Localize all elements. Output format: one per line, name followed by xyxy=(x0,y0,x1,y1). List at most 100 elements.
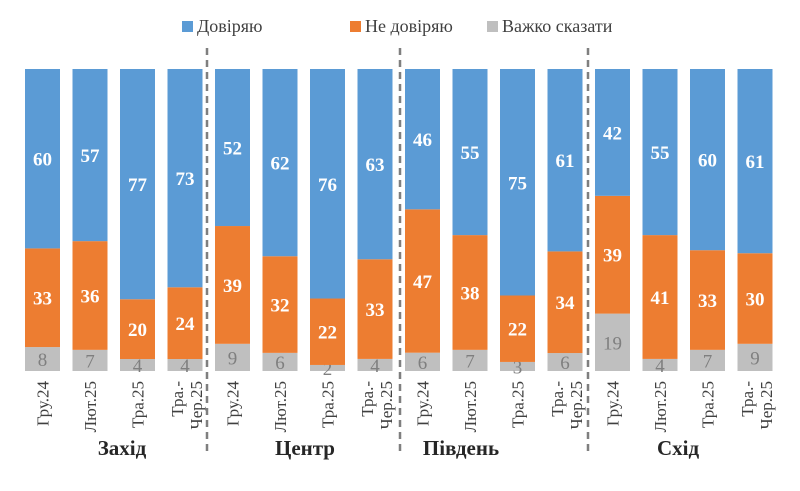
bar-segment xyxy=(72,349,108,371)
data-label: 60 xyxy=(33,150,52,171)
bar-segment xyxy=(452,69,488,236)
data-label: 2 xyxy=(323,359,333,380)
data-label: 77 xyxy=(128,175,148,196)
bar-segment xyxy=(642,69,678,236)
legend-label: Довіряю xyxy=(197,16,263,36)
category-label: Гру.24 xyxy=(224,381,243,427)
bar-segment xyxy=(357,358,393,371)
bar-segment xyxy=(595,313,630,371)
data-label: 3 xyxy=(513,357,523,378)
bar-segment xyxy=(737,343,773,371)
bar-segment xyxy=(357,259,393,359)
bar-segment xyxy=(262,352,298,371)
data-label: 33 xyxy=(366,300,385,321)
bar-segment xyxy=(690,69,725,251)
data-label: 57 xyxy=(81,146,101,167)
category-label: Лют.25 xyxy=(81,381,100,432)
legend-label: Не довіряю xyxy=(365,16,453,36)
data-label: 38 xyxy=(461,283,480,304)
group-label: Південь xyxy=(423,436,499,460)
category-label: Тра.25 xyxy=(699,381,718,428)
bar-segment xyxy=(452,349,488,371)
data-label: 47 xyxy=(413,272,433,293)
category-label: Гру.24 xyxy=(604,381,623,427)
data-label: 19 xyxy=(603,333,622,354)
bar-segment xyxy=(547,353,583,371)
data-label: 7 xyxy=(85,351,95,372)
bar-segment xyxy=(690,349,725,371)
bar-segment xyxy=(547,69,583,252)
data-label: 41 xyxy=(651,288,670,309)
data-label: 8 xyxy=(38,350,48,371)
data-label: 32 xyxy=(271,296,290,317)
category-label: Гру.24 xyxy=(414,381,433,427)
data-label: 46 xyxy=(413,130,432,151)
legend-swatch xyxy=(350,21,361,32)
group-label: Центр xyxy=(275,436,335,460)
category-label: Тра.-Чер.25 xyxy=(738,381,776,430)
group-label: Захід xyxy=(98,436,147,460)
bar-segment xyxy=(25,248,60,348)
bar-segment xyxy=(595,69,630,196)
bar-segment xyxy=(642,235,678,359)
data-label: 22 xyxy=(318,323,337,344)
data-label: 4 xyxy=(133,356,143,377)
data-label: 9 xyxy=(750,348,760,369)
bar-segment xyxy=(120,69,155,300)
data-label: 55 xyxy=(461,143,480,164)
bar-segment xyxy=(405,352,440,371)
data-label: 6 xyxy=(275,353,285,374)
data-label: 4 xyxy=(180,356,190,377)
category-label: Тра.-Чер.25 xyxy=(168,381,206,430)
bar-segment xyxy=(310,298,345,365)
data-label: 42 xyxy=(603,123,622,144)
data-label: 61 xyxy=(746,152,765,173)
category-label: Лют.25 xyxy=(461,381,480,432)
bar-segment xyxy=(72,69,108,242)
data-label: 39 xyxy=(603,246,622,267)
bar-segment xyxy=(167,287,203,360)
bar-segment xyxy=(500,69,535,296)
data-label: 7 xyxy=(703,351,713,372)
data-label: 52 xyxy=(223,139,242,160)
bar-segment xyxy=(215,226,250,344)
data-label: 73 xyxy=(176,169,195,190)
bar-segment xyxy=(25,69,60,249)
data-label: 9 xyxy=(228,348,238,369)
bar-segment xyxy=(500,361,535,371)
bar-segment xyxy=(500,295,535,362)
data-label: 7 xyxy=(465,351,475,372)
bar-segment xyxy=(310,69,345,299)
data-label: 62 xyxy=(271,154,290,175)
data-label: 55 xyxy=(651,143,670,164)
data-label: 34 xyxy=(556,293,576,314)
data-label: 75 xyxy=(508,173,527,194)
category-label: Тра.25 xyxy=(129,381,148,428)
data-label: 36 xyxy=(81,287,100,308)
legend-swatch xyxy=(487,21,498,32)
bar-segment xyxy=(405,209,440,353)
legend-swatch xyxy=(182,21,193,32)
data-label: 63 xyxy=(366,155,385,176)
data-label: 24 xyxy=(176,314,196,335)
bar-segment xyxy=(215,343,250,371)
category-label: Тра.-Чер.25 xyxy=(358,381,396,430)
category-label: Лют.25 xyxy=(271,381,290,432)
data-label: 4 xyxy=(370,356,380,377)
bar-segment xyxy=(262,256,298,353)
data-label: 30 xyxy=(746,290,765,311)
category-label: Гру.24 xyxy=(34,381,53,427)
bar-segment xyxy=(120,299,155,360)
category-label: Тра.-Чер.25 xyxy=(548,381,586,430)
bar-segment xyxy=(167,69,203,288)
data-label: 22 xyxy=(508,320,527,341)
data-label: 6 xyxy=(560,353,570,374)
data-label: 60 xyxy=(698,151,717,172)
bar-segment xyxy=(262,69,298,257)
category-label: Тра.25 xyxy=(509,381,528,428)
bar-segment xyxy=(642,358,678,371)
bar-segment xyxy=(120,359,155,371)
data-label: 33 xyxy=(33,289,52,310)
bar-segment xyxy=(737,253,773,344)
